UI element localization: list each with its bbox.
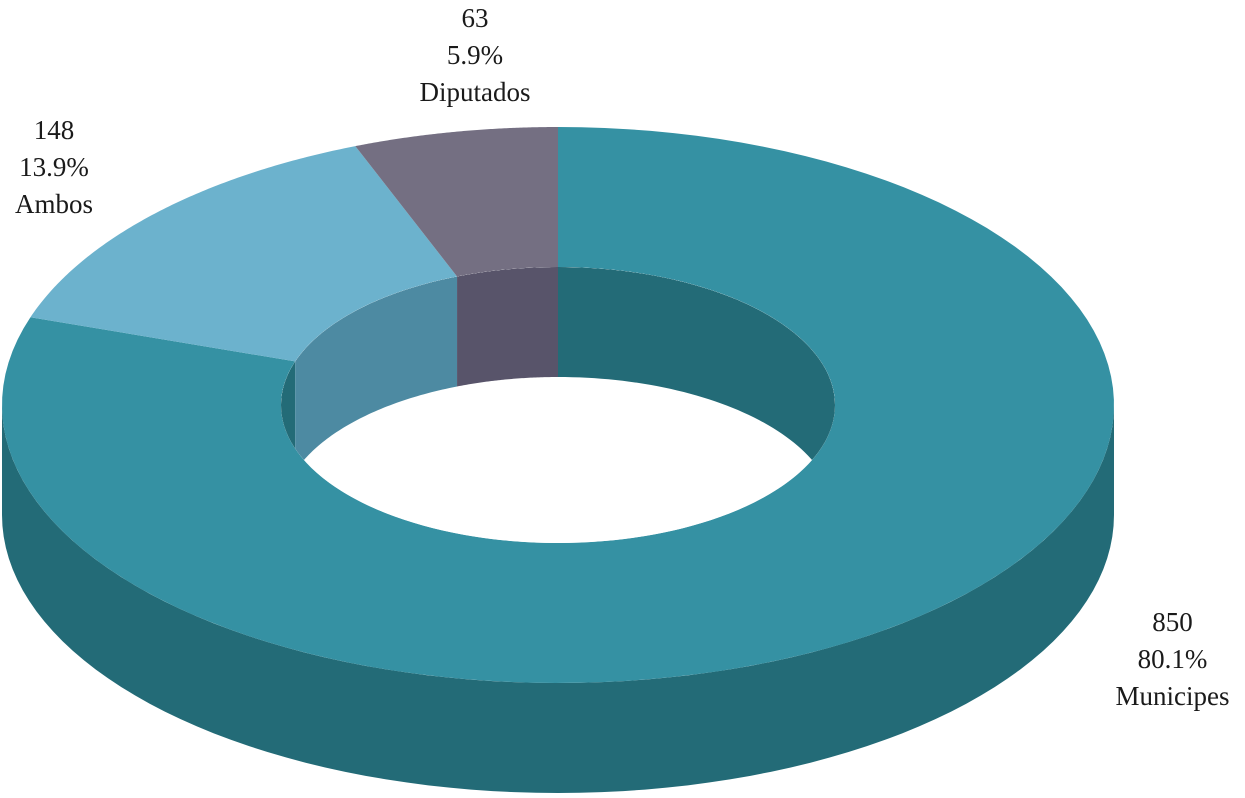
municipes-value: 850 — [1152, 607, 1193, 637]
ambos-value: 148 — [33, 115, 75, 145]
data-label-municipes: 850 80.1% Municipes — [1100, 604, 1245, 715]
data-label-diputados: 63 5.9% Diputados — [360, 0, 590, 111]
diputados-label: Diputados — [419, 77, 531, 107]
slice-diputados — [355, 127, 558, 277]
diputados-percent: 5.9% — [446, 40, 504, 70]
data-label-ambos: 148 13.9% Ambos — [0, 112, 108, 223]
municipes-label: Municipes — [1115, 681, 1230, 711]
ambos-percent: 13.9% — [19, 152, 89, 182]
municipes-percent: 80.1% — [1137, 644, 1208, 674]
outer-wall-municipes — [2, 405, 1114, 793]
inner-wall-diputados — [457, 267, 558, 387]
diputados-value: 63 — [461, 3, 489, 33]
inner-wall-municipes — [558, 267, 835, 515]
slice-municipes — [2, 127, 1114, 683]
inner-wall-ambos — [295, 276, 458, 472]
slice-ambos — [30, 146, 458, 362]
ambos-label: Ambos — [14, 189, 93, 219]
